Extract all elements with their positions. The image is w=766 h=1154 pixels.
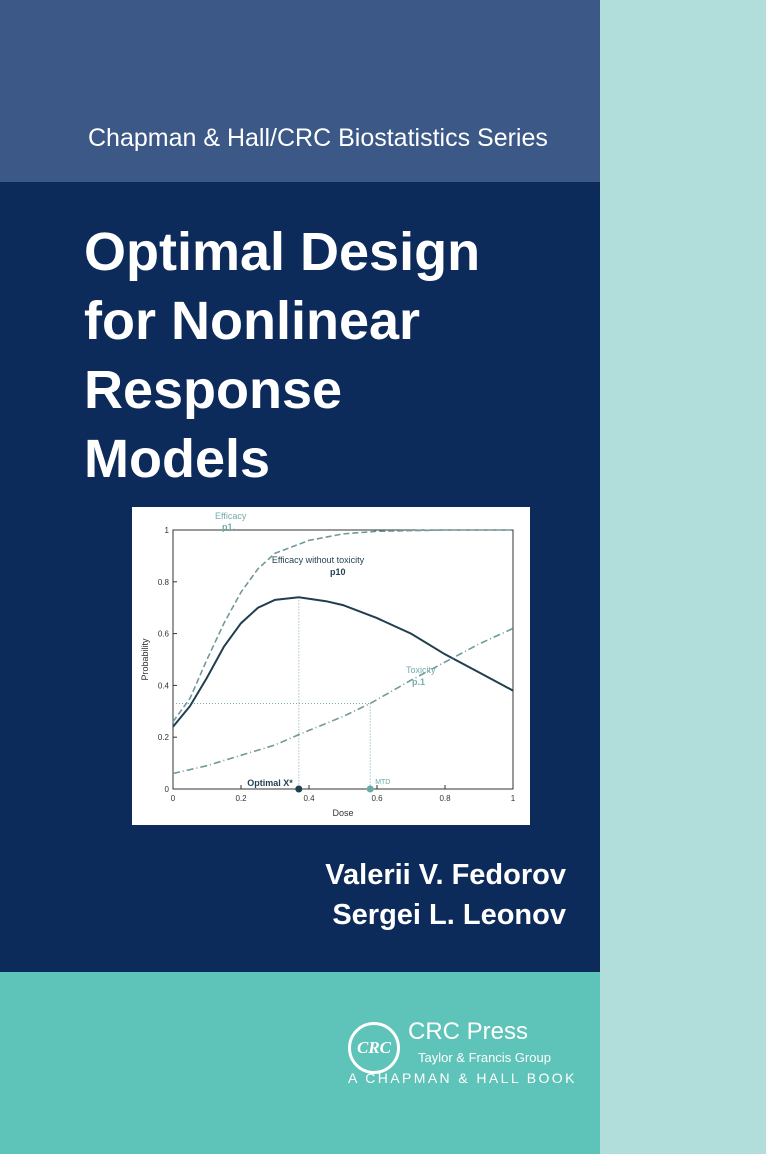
series-label: Toxicity	[406, 665, 436, 675]
publisher-group: Taylor & Francis Group	[418, 1050, 551, 1065]
cover-chart: 0 0.2 0.4 0.6 0.8 1 0 0.2 0.4 0.6 0.8 1 Dose Probabil…	[132, 507, 530, 825]
author: Sergei L. Leonov	[332, 899, 566, 931]
title-line: Optimal Design	[84, 222, 481, 282]
optimal-dose-marker	[295, 785, 303, 793]
title-line: Models	[84, 429, 271, 489]
spine-strip	[600, 0, 766, 1154]
x-tick-label: 0.8	[439, 794, 451, 803]
series-label: p.1	[412, 677, 425, 687]
x-tick-label: 0.4	[303, 794, 315, 803]
series-label: Efficacy	[215, 511, 247, 521]
annotation-label: Optimal X*	[247, 778, 293, 788]
y-tick-label: 0.4	[158, 681, 170, 690]
publisher-band	[0, 972, 600, 1154]
y-tick-label: 0.2	[158, 733, 170, 742]
x-tick-label: 1	[511, 794, 516, 803]
series-band: Chapman & Hall/CRC Biostatistics Series	[0, 0, 600, 182]
y-tick-label: 0	[165, 785, 170, 794]
x-axis-label: Dose	[332, 808, 353, 818]
y-axis-label: Probability	[140, 638, 150, 681]
series-line	[172, 627, 514, 775]
logo-text: CRC	[356, 1038, 392, 1057]
x-tick-label: 0	[171, 794, 176, 803]
author: Valerii V. Fedorov	[325, 859, 566, 891]
y-tick-label: 0.8	[158, 578, 170, 587]
x-tick-label: 0.6	[371, 794, 383, 803]
y-tick-label: 0.6	[158, 630, 170, 639]
y-tick-label: 1	[165, 526, 170, 535]
series-label: Efficacy without toxicity	[272, 555, 365, 565]
authors: Valerii V. Fedorov Sergei L. Leonov	[0, 855, 600, 935]
series-line	[172, 529, 513, 723]
series-label: p10	[330, 567, 346, 577]
crc-logo-icon: CRC	[348, 1022, 400, 1074]
imprint: A CHAPMAN & HALL BOOK	[348, 1070, 577, 1086]
series-name: Chapman & Hall/CRC Biostatistics Series	[88, 124, 548, 152]
x-tick-label: 0.2	[235, 794, 247, 803]
mtd-marker	[366, 785, 374, 793]
chart-svg: 0 0.2 0.4 0.6 0.8 1 0 0.2 0.4 0.6 0.8 1 Dose Probabil…	[140, 511, 516, 818]
book-title: Optimal Design for Nonlinear Response Mo…	[84, 218, 480, 494]
series-line	[172, 596, 514, 728]
series-label: p1.	[222, 522, 235, 532]
annotation-label: MTD	[375, 779, 390, 786]
title-line: Response	[84, 360, 343, 420]
publisher-name: CRC Press	[408, 1018, 529, 1045]
plot-frame	[172, 529, 514, 790]
title-line: for Nonlinear	[84, 291, 421, 351]
